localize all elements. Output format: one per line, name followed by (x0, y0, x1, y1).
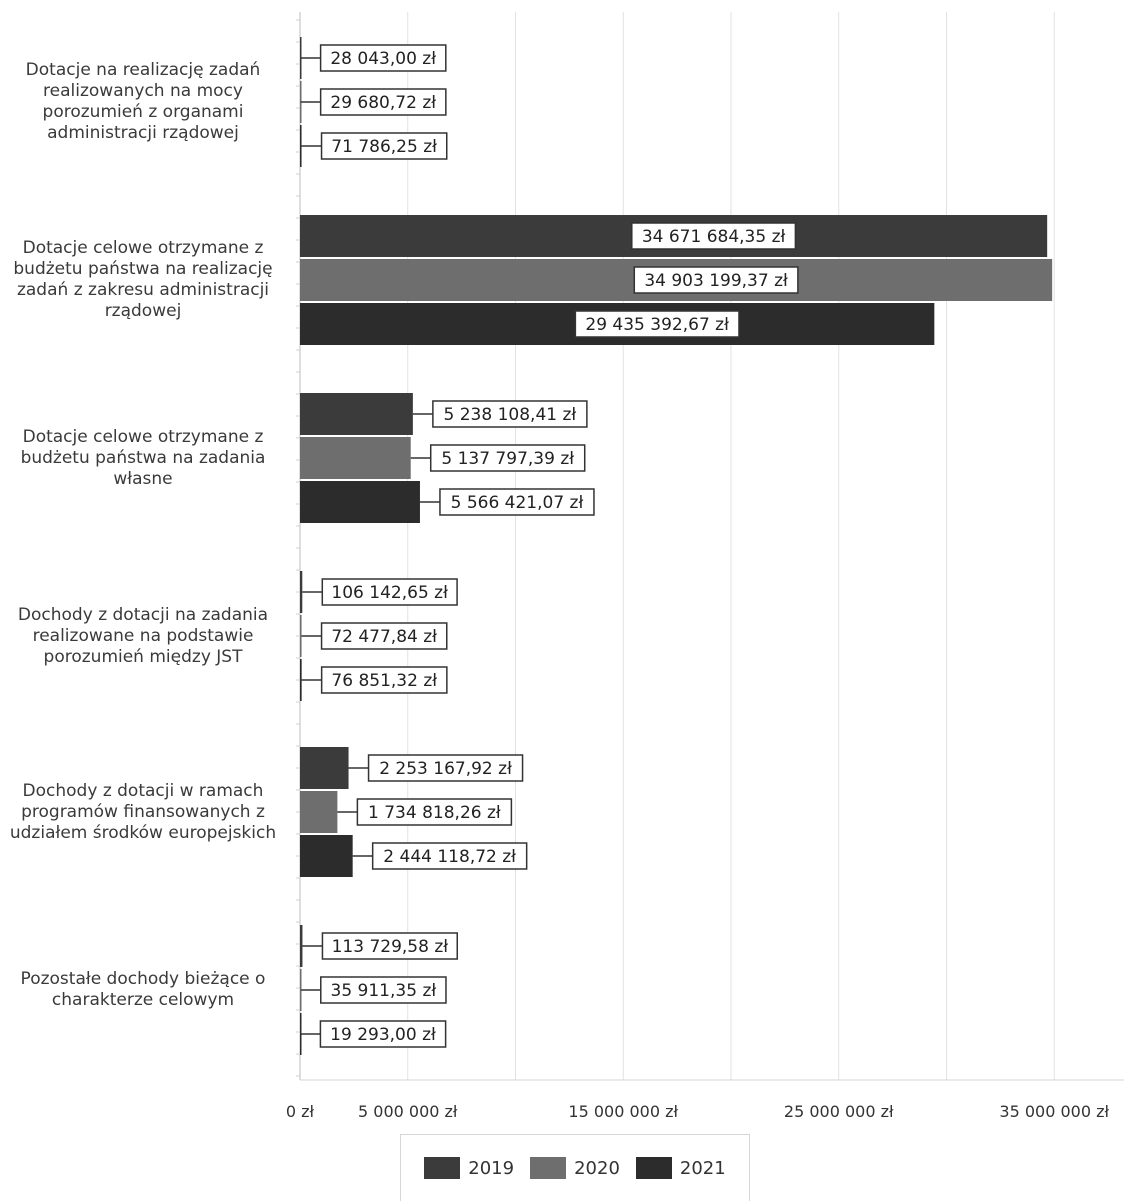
data-label-box (432, 400, 588, 428)
data-label-box (574, 310, 740, 338)
bar-2020-pozostale-dochody (300, 969, 302, 1011)
bar-2020-dochody-jst (300, 615, 302, 657)
bar-2020-dochody-europejskie (300, 791, 338, 833)
legend-swatch-2019 (424, 1157, 461, 1179)
legend-swatch-2020 (530, 1157, 567, 1179)
x-tick-label: 0 zł (286, 1102, 315, 1121)
data-label-box (321, 578, 458, 606)
legend-swatch-2021 (635, 1157, 672, 1179)
data-label: 19 293,00 zł (330, 1025, 436, 1045)
data-label-box (320, 622, 448, 650)
category-label-dochody-europejskie: Dochody z dotacji w ramach programów fin… (9, 780, 277, 843)
data-label: 106 142,65 zł (331, 583, 448, 603)
x-tick-label: 15 000 000 zł (568, 1102, 678, 1121)
data-label-box (321, 932, 459, 960)
bar-2019-dotacje-zadania-wlasne (300, 393, 413, 435)
legend-label-2020: 2020 (574, 1157, 620, 1179)
x-tick-label: 25 000 000 zł (784, 1102, 894, 1121)
data-label: 1 734 818,26 zł (368, 803, 501, 823)
data-label: 29 680,72 zł (330, 93, 436, 113)
category-label-dochody-jst: Dochody z dotacji na zadania realizowane… (17, 604, 269, 667)
data-label-box (631, 222, 797, 250)
category-label-pozostale-dochody: Pozostałe dochody bieżące o charakterze … (20, 969, 266, 1010)
legend-item-2019: 2019 (424, 1157, 514, 1179)
bar-2019-dochody-europejskie (300, 747, 349, 789)
data-label: 113 729,58 zł (332, 937, 449, 957)
bar-2019-dochody-jst (300, 571, 303, 613)
data-label: 5 238 108,41 zł (444, 405, 577, 425)
data-label-box (371, 842, 528, 870)
data-label-box (319, 44, 447, 72)
bar-2019-pozostale-dochody (300, 925, 303, 967)
data-label: 29 435 392,67 zł (585, 315, 729, 335)
data-label-box (429, 444, 586, 472)
data-label: 72 477,84 zł (331, 627, 437, 647)
legend-item-2020: 2020 (530, 1157, 620, 1179)
data-label: 2 444 118,72 zł (383, 847, 516, 867)
data-label-box (439, 488, 595, 516)
legend-label-2021: 2021 (679, 1157, 726, 1179)
bar-2021-dotacje-porozumienia (300, 125, 302, 167)
data-label: 5 137 797,39 zł (441, 449, 574, 469)
category-label-dotacje-administracja: Dotacje celowe otrzymane z budżetu państ… (13, 238, 273, 321)
bar-2021-dotacje-zadania-wlasne (300, 481, 420, 523)
x-tick-label: 5 000 000 zł (358, 1102, 458, 1121)
category-label-dotacje-porozumienia: Dotacje na realizację zadań realizowanyc… (25, 60, 261, 143)
data-label-box (320, 666, 448, 694)
data-label-box (320, 976, 447, 1004)
data-label: 76 851,32 zł (331, 671, 437, 691)
data-label: 34 903 199,37 zł (644, 271, 788, 291)
bar-2020-dotacje-zadania-wlasne (300, 437, 411, 479)
data-label-box (319, 1020, 447, 1048)
legend: 2019 2020 2021 (400, 1134, 750, 1201)
data-label-box (633, 266, 799, 294)
legend-label-2019: 2019 (468, 1157, 515, 1179)
data-label-box (356, 798, 513, 826)
data-label: 2 253 167,92 zł (379, 759, 512, 779)
data-label-box (319, 88, 447, 116)
x-tick-label: 35 000 000 zł (999, 1102, 1109, 1121)
data-label-box (367, 754, 524, 782)
bar-2021-dochody-jst (300, 659, 302, 701)
data-label: 28 043,00 zł (330, 49, 436, 69)
data-label: 71 786,25 zł (331, 137, 437, 157)
data-label-box (320, 132, 448, 160)
data-label: 34 671 684,35 zł (642, 227, 786, 247)
category-label-dotacje-zadania-wlasne: Dotacje celowe otrzymane z budżetu państ… (20, 426, 266, 489)
bar-2021-dochody-europejskie (300, 835, 353, 877)
data-label: 35 911,35 zł (331, 981, 437, 1001)
data-label: 5 566 421,07 zł (451, 493, 584, 513)
legend-item-2021: 2021 (635, 1157, 726, 1179)
